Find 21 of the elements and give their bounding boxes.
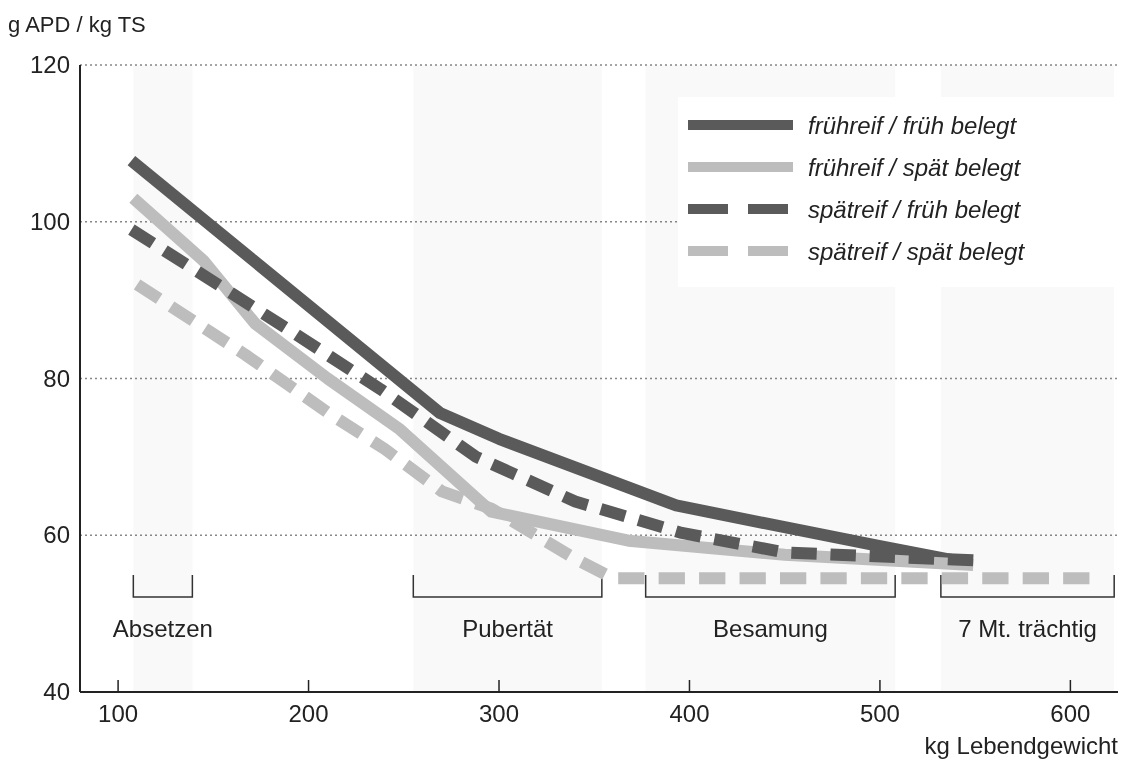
band-label: Absetzen bbox=[112, 615, 213, 642]
y-axis-title: g APD / kg TS bbox=[8, 12, 146, 37]
y-tick-label: 40 bbox=[43, 678, 70, 705]
band-label: 7 Mt. trächtig bbox=[958, 615, 1097, 642]
x-tick-label: 100 bbox=[98, 700, 139, 727]
legend-label: spätreif / spät belegt bbox=[808, 238, 1026, 265]
x-tick-label: 600 bbox=[1050, 700, 1091, 727]
band-label: Pubertät bbox=[462, 615, 554, 642]
x-axis-title: kg Lebendgewicht bbox=[924, 732, 1119, 759]
y-tick-label: 80 bbox=[43, 364, 70, 392]
legend-label: frühreif / früh belegt bbox=[808, 112, 1018, 139]
y-tick-label: 60 bbox=[43, 521, 70, 549]
y-tick-label: 100 bbox=[29, 207, 70, 235]
y-tick-label: 120 bbox=[29, 51, 70, 78]
legend-label: frühreif / spät belegt bbox=[808, 154, 1022, 181]
x-tick-label: 400 bbox=[669, 700, 710, 727]
band-label: Besamung bbox=[713, 615, 828, 642]
x-tick-label: 300 bbox=[478, 700, 520, 727]
legend-label: spätreif / früh belegt bbox=[808, 196, 1022, 223]
x-tick-label: 500 bbox=[859, 700, 900, 727]
x-tick-label: 200 bbox=[288, 700, 329, 727]
